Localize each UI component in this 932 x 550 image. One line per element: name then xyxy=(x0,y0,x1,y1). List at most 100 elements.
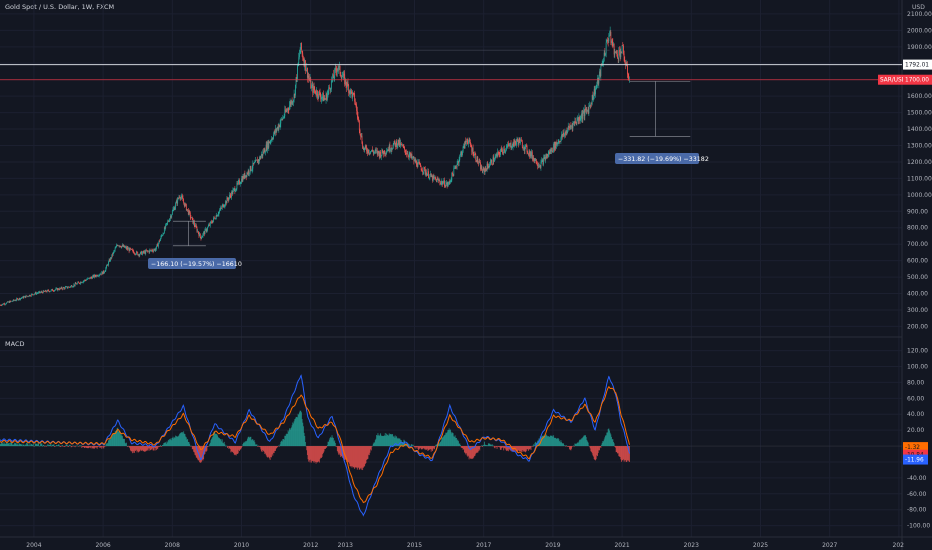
candle-body xyxy=(530,151,532,157)
candle-body xyxy=(244,173,246,178)
candle-body xyxy=(511,147,513,149)
candle-body xyxy=(306,67,308,71)
candle-body xyxy=(408,155,409,158)
candle-body xyxy=(578,117,580,121)
candle-body xyxy=(138,254,139,256)
candle-body xyxy=(521,140,523,142)
candle-body xyxy=(441,181,443,183)
macd-histogram-bar xyxy=(26,442,28,447)
macd-axis[interactable]: 120.00100.0080.0060.0040.0020.00-20.00-4… xyxy=(907,348,930,530)
candle-body xyxy=(298,57,300,64)
macd-indicator-label[interactable]: MACD xyxy=(5,340,25,348)
macd-histogram-bar xyxy=(77,445,79,447)
candle-body xyxy=(574,121,576,123)
candle-body xyxy=(515,142,517,145)
macd-histogram-bar xyxy=(178,435,180,447)
macd-histogram-bar xyxy=(384,433,386,447)
candle-body xyxy=(110,257,111,262)
macd-histogram-bar xyxy=(144,446,146,452)
candle-body xyxy=(279,123,281,127)
macd-histogram-bar xyxy=(337,446,339,453)
time-axis[interactable]: 2004 2006 2008 2010 2012 2013 2015 2017 2019 2021… xyxy=(26,542,904,549)
price-tag-red-left-bg xyxy=(878,74,903,85)
candle-body xyxy=(489,161,491,166)
price-range-measure[interactable]: −331.82 (−19.69%) −33182 xyxy=(615,81,709,164)
macd-histogram-bar xyxy=(346,446,348,461)
candle-body xyxy=(45,290,47,292)
macd-histogram-bar xyxy=(610,434,612,447)
candle-body xyxy=(56,288,58,291)
macd-histogram-bar xyxy=(390,434,392,447)
candle-body xyxy=(79,283,81,284)
candle-body xyxy=(601,65,602,67)
candle-body xyxy=(7,301,9,303)
candle-body xyxy=(6,302,8,304)
candle-body xyxy=(60,287,62,289)
candle-body xyxy=(552,151,554,152)
macd-histogram-bar xyxy=(156,446,158,449)
macd-histogram-bar xyxy=(569,446,571,450)
candle-body xyxy=(265,144,267,152)
candle-body xyxy=(224,205,226,207)
macd-histogram-bar xyxy=(4,443,6,447)
macd-histogram-bar xyxy=(196,446,198,458)
macd-histogram-bar xyxy=(519,446,521,452)
macd-histogram-bar xyxy=(6,442,8,447)
candle-body xyxy=(17,298,19,301)
candle-body xyxy=(424,167,425,169)
candle-body xyxy=(355,104,357,106)
candle-body xyxy=(543,157,545,165)
macd-histogram-bar xyxy=(623,446,625,462)
macd-histogram-bar xyxy=(626,446,628,462)
candle-body xyxy=(450,180,452,181)
price-axis[interactable]: 2100.002000.001900.001800.001700.001600.… xyxy=(907,11,932,330)
candle-body xyxy=(336,70,338,73)
candle-body xyxy=(72,286,74,287)
macd-histogram-bar xyxy=(102,446,103,447)
candle-body xyxy=(553,144,555,150)
candle-body xyxy=(524,145,526,151)
macd-histogram-bar xyxy=(470,446,472,459)
macd-histogram-bar xyxy=(78,446,80,447)
candle-body xyxy=(249,172,250,174)
candle-body xyxy=(341,76,343,79)
macd-histogram-bar xyxy=(515,446,517,451)
macd-histogram-bar xyxy=(23,444,25,447)
macd-histogram-bar xyxy=(116,428,118,447)
macd-histogram-bar xyxy=(448,429,449,447)
macd-histogram-bar xyxy=(426,446,428,449)
candle-body xyxy=(459,155,461,160)
candle-body xyxy=(499,154,501,156)
candle-body xyxy=(360,133,362,137)
macd-histogram-bar xyxy=(208,446,210,447)
candle-body xyxy=(442,182,444,185)
macd-histogram-bar xyxy=(328,439,330,447)
macd-histogram-bar xyxy=(617,446,619,454)
macd-histogram-bar xyxy=(587,441,588,447)
macd-histogram-bar xyxy=(71,446,73,447)
macd-histogram-bar xyxy=(211,437,213,447)
macd-histogram-bar xyxy=(165,443,167,447)
macd-histogram-bar xyxy=(166,441,168,447)
candle-body xyxy=(130,248,132,250)
macd-histogram-bar xyxy=(568,446,570,447)
price-range-measure[interactable]: −166.10 (−19.57%) −16610 xyxy=(148,220,242,269)
macd-histogram-bar xyxy=(454,436,455,447)
macd-histogram-bar xyxy=(90,446,91,448)
macd-histogram-bar xyxy=(435,444,437,447)
drawings-layer[interactable]: −166.10 (−19.57%) −16610 −331.82 (−19.69%… xyxy=(0,49,902,269)
candle-body xyxy=(281,119,282,120)
candle-body xyxy=(301,50,303,54)
macd-histogram-bar xyxy=(459,443,461,447)
macd-histogram-bar xyxy=(201,446,203,462)
candle-body xyxy=(498,151,500,155)
candle-body xyxy=(614,51,616,55)
candle-body xyxy=(533,158,535,161)
macd-histogram-bar xyxy=(321,446,323,457)
candle-body xyxy=(5,303,7,305)
macd-histogram-bar xyxy=(38,443,40,447)
candle-body xyxy=(207,227,208,230)
macd-histogram-bar xyxy=(146,446,148,451)
candle-body xyxy=(325,94,327,100)
